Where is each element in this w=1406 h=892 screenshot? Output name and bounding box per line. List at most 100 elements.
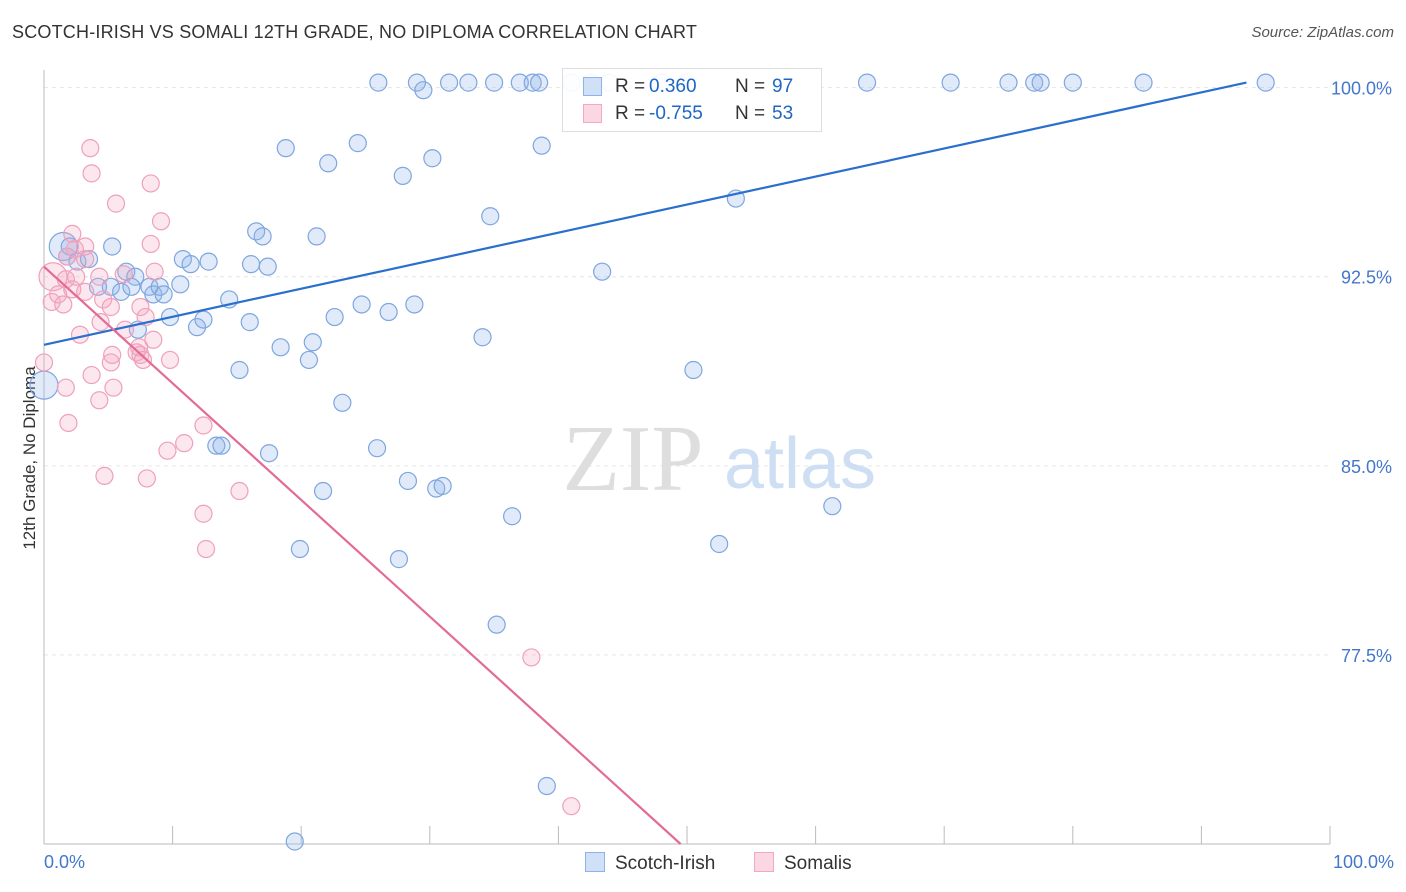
- scotch-irish-point: [333, 393, 352, 412]
- somalis-point: [56, 378, 75, 397]
- scotch-irish-point: [523, 73, 542, 92]
- somalis-point: [158, 441, 177, 460]
- legend-item-somalis: Somalis: [754, 852, 852, 875]
- scotch-irish-point: [303, 333, 322, 352]
- scotch-irish-point: [187, 318, 207, 337]
- legend-n-label: N =: [735, 76, 766, 97]
- somalis-point: [104, 378, 123, 397]
- scotch-irish-point: [144, 285, 163, 304]
- scotch-irish-point: [407, 73, 427, 92]
- somalis-point: [106, 194, 126, 213]
- scotch-irish-point: [258, 257, 277, 276]
- legend-r-label: R =: [615, 76, 646, 97]
- scotch-irish-point: [379, 302, 398, 322]
- legend-item-scotch-irish: Scotch-Irish: [585, 852, 715, 875]
- scotch-irish-point: [103, 237, 122, 256]
- scotch-irish-point: [271, 338, 290, 357]
- somalis-point: [131, 297, 150, 317]
- scotch-irish-point: [126, 267, 145, 286]
- legend-n-value: 53: [772, 103, 794, 124]
- scotch-irish-point: [307, 227, 326, 246]
- scotch-irish-point: [532, 136, 551, 155]
- somalis-point: [137, 469, 156, 488]
- scotch-irish-point: [154, 285, 173, 304]
- somalis-point: [34, 353, 54, 372]
- y-tick-labels: 77.5% 85.0% 92.5% 100.0%: [1331, 79, 1392, 666]
- somalis-point: [114, 265, 133, 284]
- somalis-point: [76, 249, 95, 269]
- legend-label-somalis: Somalis: [784, 853, 852, 874]
- watermark: ZIP atlas: [563, 407, 877, 511]
- scotch-irish-point: [481, 207, 500, 226]
- scotch-irish-point: [48, 231, 78, 262]
- legend-r-value: -0.755: [649, 103, 703, 124]
- somalis-point: [42, 292, 61, 312]
- legend-n-label: N =: [735, 103, 766, 124]
- scotch-irish-point: [389, 550, 409, 569]
- scotch-irish-point: [433, 476, 452, 496]
- scotch-irish-point: [194, 310, 213, 329]
- scotch-irish-point: [212, 436, 231, 455]
- scotch-irish-point: [510, 73, 529, 92]
- watermark-zip: ZIP: [563, 407, 704, 511]
- somalis-point: [194, 504, 213, 523]
- trend-lines: [43, 81, 1247, 845]
- watermark-atlas: atlas: [724, 424, 876, 504]
- scotch-irish-point: [423, 149, 442, 168]
- scotch-irish-point: [941, 73, 960, 92]
- legend-swatch-pink: [754, 852, 774, 872]
- x-tick-label-min: 0.0%: [44, 852, 86, 872]
- scotch-irish-point: [276, 139, 295, 158]
- scotch-irish-point: [1134, 73, 1153, 92]
- correlation-legend: R = 0.360 N = 97 R = -0.755 N = 53: [562, 68, 822, 132]
- scotch-irish-point: [313, 481, 333, 501]
- somalis-point: [63, 224, 82, 243]
- legend-swatch-blue: [583, 77, 602, 96]
- scotch-irish-point: [230, 360, 249, 380]
- legend-swatch-pink: [583, 104, 602, 123]
- somalis-point: [91, 313, 110, 332]
- scotch-irish-point: [240, 313, 259, 332]
- scotch-irish-point: [1025, 73, 1044, 92]
- scotch-irish-point: [1256, 73, 1275, 92]
- scotch-irish-point: [369, 73, 388, 92]
- scotch-irish-point: [439, 73, 459, 92]
- somalis-point: [175, 434, 194, 453]
- somalis-point: [95, 466, 114, 486]
- scotch-irish-point: [485, 73, 504, 92]
- somalis-point: [196, 539, 216, 559]
- scotch-irish-point: [537, 776, 556, 796]
- y-tick-label-2: 92.5%: [1341, 268, 1392, 288]
- somalis-point: [133, 350, 153, 370]
- scotch-irish-point: [398, 471, 418, 491]
- scotch-irish-point: [459, 73, 478, 92]
- scotch-irish-point: [325, 307, 344, 327]
- scotch-irish-point: [1031, 73, 1050, 92]
- scotch-irish-point: [857, 73, 877, 92]
- y-tick-label-3: 100.0%: [1331, 79, 1392, 99]
- somalis-point: [144, 330, 163, 349]
- y-tick-label-1: 85.0%: [1341, 457, 1392, 477]
- axes: [43, 70, 1331, 845]
- legend-label-scotch-irish: Scotch-Irish: [615, 853, 716, 874]
- scotch-irish-point: [823, 497, 842, 516]
- scotch-irish-point: [199, 252, 218, 271]
- scotch-irish-point: [405, 295, 424, 314]
- x-tick-label-max: 100.0%: [1332, 852, 1394, 872]
- somalis-point: [82, 365, 101, 385]
- scotch-irish-point: [285, 832, 304, 851]
- somalis-point: [141, 234, 160, 254]
- scotch-irish-trend-line: [43, 81, 1247, 346]
- scotch-irish-point: [473, 328, 492, 347]
- scotch-irish-point: [1063, 73, 1082, 92]
- somalis-point: [194, 416, 213, 435]
- scotch-irish-point: [319, 154, 338, 173]
- somalis-point: [151, 212, 171, 231]
- legend-r-label: R =: [615, 103, 646, 124]
- somalis-point: [103, 345, 122, 364]
- legend-r-value: 0.360: [649, 76, 697, 97]
- somalis-point: [94, 290, 113, 309]
- somalis-point: [76, 237, 95, 256]
- somalis-point: [101, 353, 120, 372]
